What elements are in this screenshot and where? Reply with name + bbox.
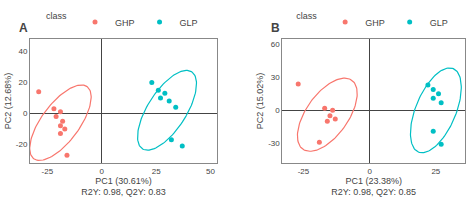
svg-text:PC2 (12.68%): PC2 (12.68%) [3, 73, 13, 130]
svg-text:A: A [19, 21, 28, 35]
svg-text:60: 60 [271, 40, 280, 49]
svg-text:-25: -25 [298, 167, 310, 176]
svg-text:0: 0 [23, 109, 28, 118]
svg-text:-25: -25 [42, 167, 54, 176]
svg-text:25: 25 [431, 167, 440, 176]
svg-text:0: 0 [275, 106, 280, 115]
svg-text:class: class [296, 11, 317, 21]
svg-text:B: B [271, 21, 280, 35]
svg-text:0: 0 [100, 167, 105, 176]
svg-text:25: 25 [152, 167, 161, 176]
svg-text:-30: -30 [268, 139, 280, 148]
svg-text:PC2 (15.02%): PC2 (15.02%) [255, 73, 265, 130]
svg-text:30: 30 [271, 73, 280, 82]
svg-text:GHP: GHP [115, 18, 135, 28]
svg-text:PC1 (30.61%)R2Y: 0.98, Q2Y: 0.: PC1 (30.61%)R2Y: 0.98, Q2Y: 0.83 [81, 176, 166, 198]
svg-text:GHP: GHP [365, 18, 385, 28]
svg-text:GLP: GLP [180, 18, 198, 28]
svg-text:0: 0 [367, 167, 372, 176]
svg-text:20: 20 [18, 78, 27, 87]
svg-text:class: class [46, 11, 67, 21]
svg-text:50: 50 [206, 167, 215, 176]
svg-text:-20: -20 [16, 140, 28, 149]
svg-text:40: 40 [18, 47, 27, 56]
svg-text:GLP: GLP [430, 18, 448, 28]
svg-text:PC1 (23.38%)R2Y: 0.98, Q2Y: 0.: PC1 (23.38%)R2Y: 0.98, Q2Y: 0.85 [331, 176, 416, 198]
